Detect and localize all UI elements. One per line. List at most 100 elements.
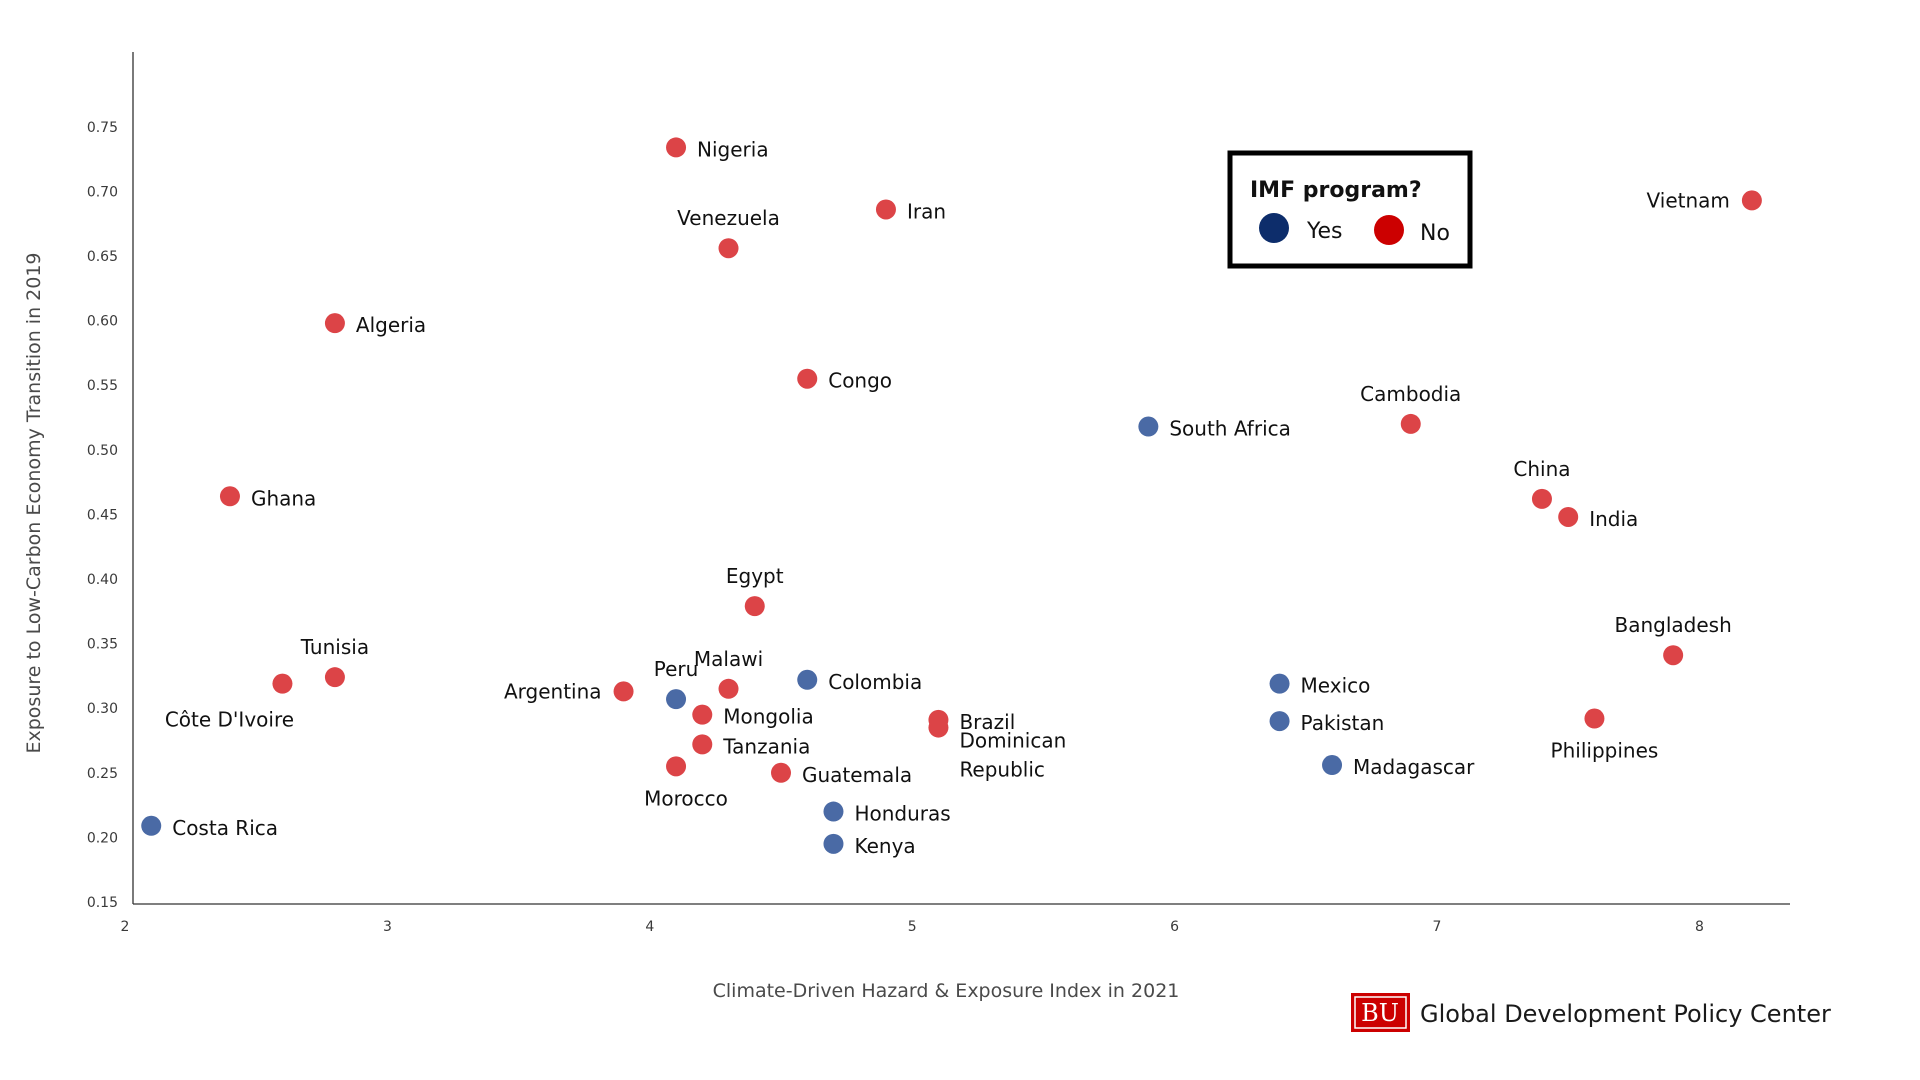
- data-point: [666, 137, 687, 158]
- y-tick-label: 0.40: [87, 572, 118, 588]
- data-point: [1663, 645, 1684, 666]
- data-label: Cambodia: [1360, 382, 1461, 406]
- data-point: [1558, 506, 1579, 527]
- data-label: South Africa: [1169, 417, 1291, 441]
- data-label: Republic: [959, 758, 1044, 782]
- data-label: Bangladesh: [1615, 613, 1732, 637]
- legend-no-label: No: [1420, 221, 1450, 246]
- x-tick-label: 5: [908, 919, 917, 935]
- data-labels: Costa Rica Peru Colombia Honduras Kenya South…: [165, 137, 1732, 857]
- data-label: Venezuela: [677, 206, 780, 230]
- y-axis-ticks: 0.15 0.20 0.25 0.30 0.35 0.40 0.45 0.50 0.55 0.60…: [87, 120, 118, 911]
- legend-yes-marker: [1259, 213, 1289, 243]
- data-point: [1584, 708, 1605, 729]
- x-tick-label: 7: [1433, 919, 1442, 935]
- data-point: [823, 801, 844, 822]
- legend-box: [1227, 150, 1473, 269]
- data-label: Philippines: [1551, 739, 1659, 763]
- legend-title: IMF program?: [1250, 178, 1422, 203]
- y-tick-label: 0.75: [87, 120, 118, 136]
- data-label: Tanzania: [722, 734, 810, 758]
- data-point: [613, 681, 634, 702]
- data-point: [272, 673, 293, 694]
- data-label: Brazil: [959, 710, 1015, 734]
- data-label: Congo: [828, 369, 892, 393]
- y-tick-label: 0.15: [87, 895, 118, 911]
- data-label: Honduras: [854, 802, 950, 826]
- data-label: Morocco: [644, 786, 728, 810]
- data-point: [324, 313, 345, 334]
- data-point: [1138, 416, 1159, 437]
- data-label: Nigeria: [697, 137, 769, 161]
- data-point: [1269, 673, 1290, 694]
- data-point: [744, 596, 765, 617]
- data-label: Dominican: [959, 729, 1066, 753]
- data-point: [823, 833, 844, 854]
- data-label: Egypt: [726, 564, 784, 588]
- data-label: Ghana: [251, 486, 316, 510]
- data-label: Peru: [654, 657, 699, 681]
- data-label: Guatemala: [802, 763, 912, 787]
- data-label: Kenya: [854, 834, 915, 858]
- data-point: [797, 368, 818, 389]
- y-tick-label: 0.25: [87, 766, 118, 782]
- data-label: Argentina: [504, 679, 602, 703]
- data-point: [718, 238, 739, 259]
- x-tick-label: 2: [121, 919, 130, 935]
- x-axis-ticks: 2 3 4 5 6 7 8: [121, 919, 1704, 935]
- data-points: [141, 137, 1762, 854]
- data-label: Algeria: [356, 313, 426, 337]
- y-tick-label: 0.45: [87, 507, 118, 523]
- y-axis-title: Exposure to Low-Carbon Economy Transitio…: [23, 252, 45, 753]
- bu-logo-text: BU: [1361, 999, 1399, 1027]
- data-point: [1741, 190, 1762, 211]
- legend-yes-label: Yes: [1306, 219, 1343, 244]
- data-label: Madagascar: [1353, 755, 1475, 779]
- bu-logo-box: [1351, 993, 1410, 1032]
- x-tick-label: 3: [383, 919, 392, 935]
- x-tick-label: 4: [645, 919, 654, 935]
- data-point: [1400, 413, 1421, 434]
- y-tick-label: 0.50: [87, 443, 118, 459]
- data-point: [324, 667, 345, 688]
- data-point: [141, 815, 162, 836]
- data-label: Colombia: [828, 670, 922, 694]
- data-point: [718, 678, 739, 699]
- data-label: Pakistan: [1301, 711, 1385, 735]
- bu-logo-inner-border: [1354, 996, 1407, 1029]
- x-tick-label: 8: [1695, 919, 1704, 935]
- y-tick-label: 0.70: [87, 184, 118, 200]
- data-point: [666, 689, 687, 710]
- data-point: [797, 669, 818, 690]
- x-axis-title: Climate-Driven Hazard & Exposure Index i…: [713, 980, 1180, 1002]
- data-label: Tunisia: [300, 635, 369, 659]
- data-point: [1531, 488, 1552, 509]
- data-point: [692, 704, 713, 725]
- legend: IMF program? Yes No: [1227, 150, 1473, 269]
- data-point: [875, 199, 896, 220]
- y-tick-label: 0.65: [87, 249, 118, 265]
- data-point: [666, 756, 687, 777]
- data-label: China: [1513, 457, 1570, 481]
- data-point: [771, 762, 791, 783]
- data-point: [1322, 755, 1343, 776]
- data-label: Iran: [907, 199, 946, 223]
- data-point: [219, 486, 240, 507]
- x-tick-label: 6: [1170, 919, 1179, 935]
- y-tick-label: 0.55: [87, 378, 118, 394]
- data-label: Mexico: [1301, 674, 1371, 698]
- data-label: Malawi: [694, 647, 763, 671]
- y-tick-label: 0.30: [87, 701, 118, 717]
- data-label: Mongolia: [723, 705, 813, 729]
- data-label: Vietnam: [1647, 188, 1730, 212]
- y-tick-label: 0.60: [87, 314, 118, 330]
- legend-no-marker: [1374, 215, 1404, 245]
- data-point: [1269, 711, 1290, 732]
- y-tick-label: 0.20: [87, 830, 118, 846]
- data-label: India: [1589, 507, 1638, 531]
- data-point: [692, 734, 713, 755]
- data-label: Costa Rica: [172, 816, 278, 840]
- y-tick-label: 0.35: [87, 637, 118, 653]
- data-point: [928, 717, 949, 738]
